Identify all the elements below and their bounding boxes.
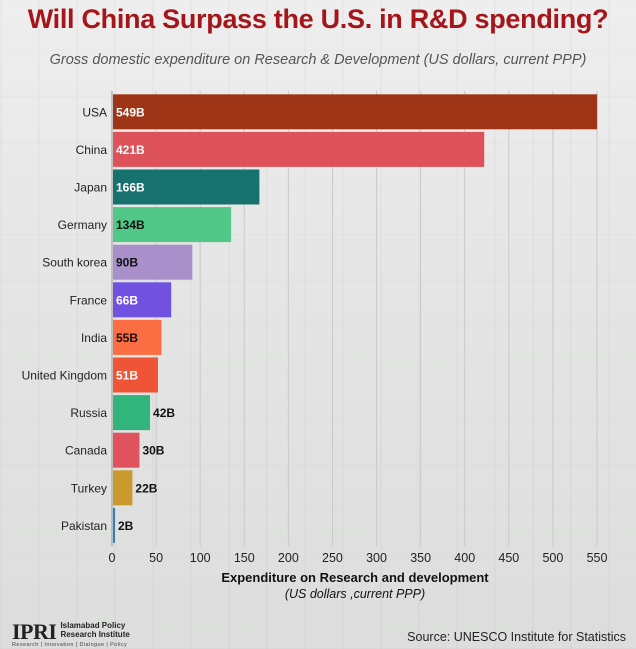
x-tick-label: 500 bbox=[542, 551, 563, 565]
bar-value-label: 66B bbox=[116, 293, 138, 307]
category-label: India bbox=[81, 331, 107, 345]
x-tick-label: 450 bbox=[498, 551, 519, 565]
x-tick-label: 100 bbox=[190, 551, 211, 565]
chart-subtitle: Gross domestic expenditure on Research &… bbox=[49, 52, 587, 68]
bar bbox=[113, 432, 140, 468]
x-axis-sublabel: (US dollars ,current PPP) bbox=[284, 587, 426, 601]
bar bbox=[113, 319, 162, 355]
bar-value-label: 166B bbox=[116, 181, 145, 195]
category-label: Russia bbox=[70, 406, 107, 420]
x-axis-label: Expenditure on Research and development bbox=[221, 570, 489, 585]
category-label: Germany bbox=[58, 218, 107, 232]
bar bbox=[113, 395, 151, 431]
chart-title: Will China Surpass the U.S. in R&D spend… bbox=[27, 4, 609, 34]
bar bbox=[113, 94, 598, 130]
bar bbox=[113, 507, 115, 543]
bar bbox=[113, 169, 260, 205]
bar-value-label: 2B bbox=[118, 519, 134, 533]
logo-line-1: Islamabad Policy bbox=[60, 621, 126, 630]
category-label: South korea bbox=[42, 256, 107, 270]
logo-line-2: Research Institute bbox=[60, 630, 130, 639]
category-label: Japan bbox=[74, 181, 107, 195]
bar-value-label: 30B bbox=[142, 444, 164, 458]
x-tick-label: 50 bbox=[149, 551, 163, 565]
bar bbox=[113, 282, 172, 318]
footer: IPRI Islamabad Policy Research Institute… bbox=[0, 615, 636, 649]
category-label: France bbox=[70, 293, 108, 307]
source-note: Source: UNESCO Institute for Statistics bbox=[407, 630, 626, 644]
bar-chart: 0 50 100 150 200 250 300 350 400 450 500 550 USA 549B… bbox=[22, 91, 608, 565]
bar-value-label: 51B bbox=[116, 369, 138, 383]
ipri-logo: IPRI Islamabad Policy Research Institute bbox=[12, 621, 130, 647]
x-tick-label: 0 bbox=[109, 551, 116, 565]
category-label: Canada bbox=[65, 444, 107, 458]
logo-mark: IPRI bbox=[12, 619, 57, 644]
bar-value-label: 42B bbox=[153, 406, 175, 420]
bar-value-label: 549B bbox=[116, 105, 145, 119]
bar-value-label: 90B bbox=[116, 256, 138, 270]
x-tick-label: 250 bbox=[322, 551, 343, 565]
category-label: Pakistan bbox=[61, 519, 107, 533]
bar bbox=[113, 131, 485, 167]
bar bbox=[113, 357, 158, 393]
bar bbox=[113, 244, 193, 280]
logo-name: Islamabad Policy Research Institute bbox=[60, 621, 129, 639]
x-tick-label: 300 bbox=[366, 551, 387, 565]
category-label: United Kingdom bbox=[22, 369, 107, 383]
x-tick-label: 400 bbox=[454, 551, 475, 565]
x-tick-label: 150 bbox=[234, 551, 255, 565]
x-tick-label: 200 bbox=[278, 551, 299, 565]
category-label: USA bbox=[82, 105, 107, 119]
bar bbox=[113, 470, 133, 506]
bar-value-label: 55B bbox=[116, 331, 138, 345]
bar-value-label: 22B bbox=[135, 481, 157, 495]
x-tick-label: 350 bbox=[410, 551, 431, 565]
x-tick-label: 550 bbox=[587, 551, 608, 565]
bar bbox=[113, 207, 232, 243]
category-label: Turkey bbox=[71, 481, 107, 495]
bar-value-label: 421B bbox=[116, 143, 145, 157]
bar-value-label: 134B bbox=[116, 218, 145, 232]
logo-tagline: Research | Innovation | Dialogue | Polic… bbox=[12, 642, 128, 648]
category-label: China bbox=[76, 143, 108, 157]
